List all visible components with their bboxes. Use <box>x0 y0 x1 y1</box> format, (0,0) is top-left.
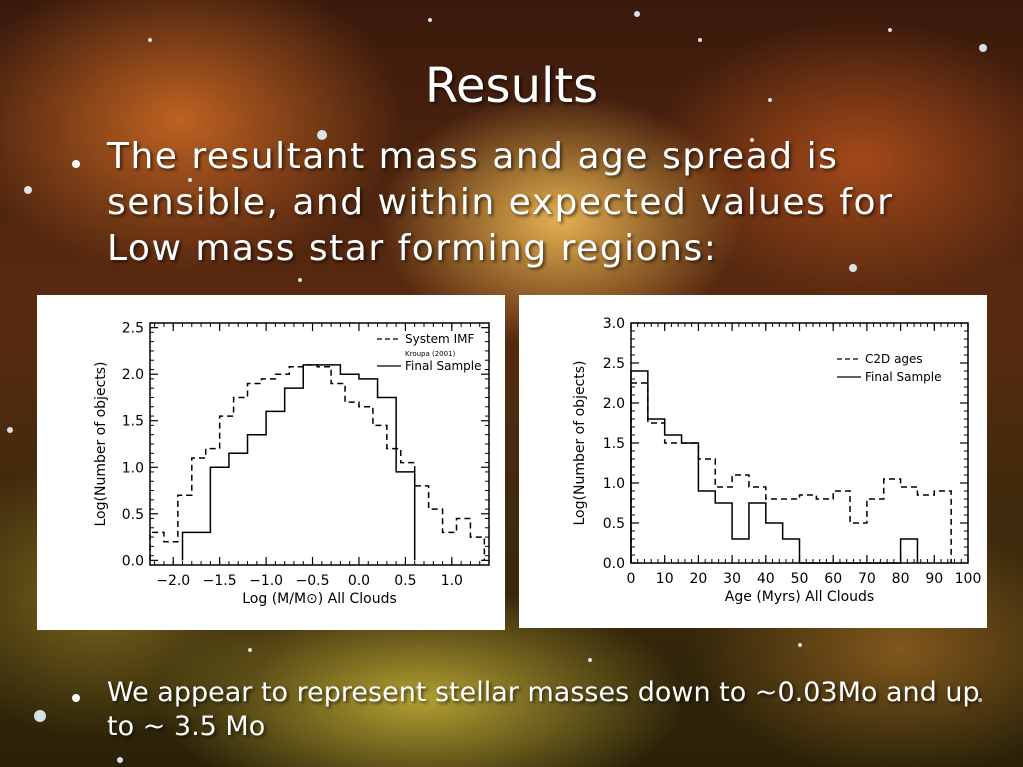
star <box>317 130 327 140</box>
star <box>34 710 46 722</box>
star <box>978 698 982 702</box>
y-tick-label: 3.0 <box>603 316 625 332</box>
y-tick-label: 0.5 <box>603 516 625 532</box>
y-tick-label: 1.5 <box>122 414 144 430</box>
star <box>979 44 987 52</box>
x-tick-label: 20 <box>689 571 707 587</box>
star <box>888 28 892 32</box>
series-line <box>181 364 416 561</box>
star <box>428 18 432 22</box>
x-tick-label: 0.5 <box>394 573 416 589</box>
star <box>7 427 13 433</box>
mass-histogram-chart: −2.0 −1.5 −1.0 −0.5 0.0 0.5 1.0 0.0 0.5 1.0 1.5 2.0… <box>93 321 490 607</box>
x-tick-label: 0 <box>627 571 636 587</box>
x-tick-label: 30 <box>723 571 741 587</box>
x-tick-label: 40 <box>757 571 775 587</box>
y-axis-label: Log(Number of objects) <box>93 362 109 527</box>
y-tick-label: 1.0 <box>603 476 625 492</box>
y-tick-label: 2.0 <box>122 367 144 383</box>
y-tick-label: 0.0 <box>603 556 625 572</box>
star <box>634 11 640 17</box>
series-line <box>149 364 486 561</box>
series-line <box>630 370 919 564</box>
x-tick-label: 70 <box>858 571 876 587</box>
star <box>188 178 192 182</box>
star <box>798 643 802 647</box>
x-tick-label: −0.5 <box>296 573 330 589</box>
x-tick-label: 90 <box>925 571 943 587</box>
y-tick-label: 1.0 <box>122 460 144 476</box>
x-tick-label: 100 <box>955 571 982 587</box>
y-tick-label: 0.0 <box>122 553 144 569</box>
x-tick-label: −1.0 <box>249 573 283 589</box>
bullet-text-1: The resultant mass and age spread is sen… <box>107 136 894 269</box>
legend-label: C2D ages <box>865 352 923 366</box>
bullet-dot <box>72 160 80 168</box>
star <box>768 98 772 102</box>
y-tick-label: 2.5 <box>122 321 144 337</box>
y-tick-label: 2.0 <box>603 396 625 412</box>
star <box>117 757 123 763</box>
x-tick-label: 80 <box>892 571 910 587</box>
x-tick-label: 1.0 <box>441 573 463 589</box>
x-tick-label: 50 <box>791 571 809 587</box>
x-axis-label: Age (Myrs) All Clouds <box>725 589 874 605</box>
mass-histogram-panel: −2.0 −1.5 −1.0 −0.5 0.0 0.5 1.0 0.0 0.5 1.0 1.5 2.0… <box>37 295 505 630</box>
star <box>849 264 857 272</box>
x-tick-label: 0.0 <box>348 573 370 589</box>
x-tick-label: −2.0 <box>156 573 190 589</box>
age-histogram-chart: 0 10 20 30 40 50 60 70 80 90 100 0.0 0.5 1.0 1.5 2.0 2.5… <box>572 316 982 605</box>
y-tick-label: 2.5 <box>603 356 625 372</box>
legend-note: Kroupa (2001) <box>405 350 456 358</box>
bullet-text-2: We appear to represent stellar masses do… <box>107 677 980 742</box>
y-tick-label: 0.5 <box>122 507 144 523</box>
legend-label: System IMF <box>405 332 474 346</box>
legend-label: Final Sample <box>865 370 941 384</box>
star <box>750 138 754 142</box>
slide-title: Results <box>424 58 599 114</box>
star <box>588 658 592 662</box>
age-histogram-panel: 0 10 20 30 40 50 60 70 80 90 100 0.0 0.5 1.0 1.5 2.0 2.5… <box>519 295 987 628</box>
y-axis-label: Log(Number of objects) <box>572 361 588 526</box>
y-tick-label: 1.5 <box>603 436 625 452</box>
legend-label: Final Sample <box>405 359 481 373</box>
x-tick-label: −1.5 <box>203 573 237 589</box>
bullet-dot <box>72 694 80 702</box>
star <box>24 186 32 194</box>
star <box>248 648 252 652</box>
star <box>298 278 302 282</box>
x-tick-label: 10 <box>656 571 674 587</box>
x-tick-label: 60 <box>824 571 842 587</box>
star <box>148 38 152 42</box>
series-line <box>630 382 952 563</box>
x-axis-label: Log (M/M⊙) All Clouds <box>242 591 397 607</box>
star <box>698 38 702 42</box>
